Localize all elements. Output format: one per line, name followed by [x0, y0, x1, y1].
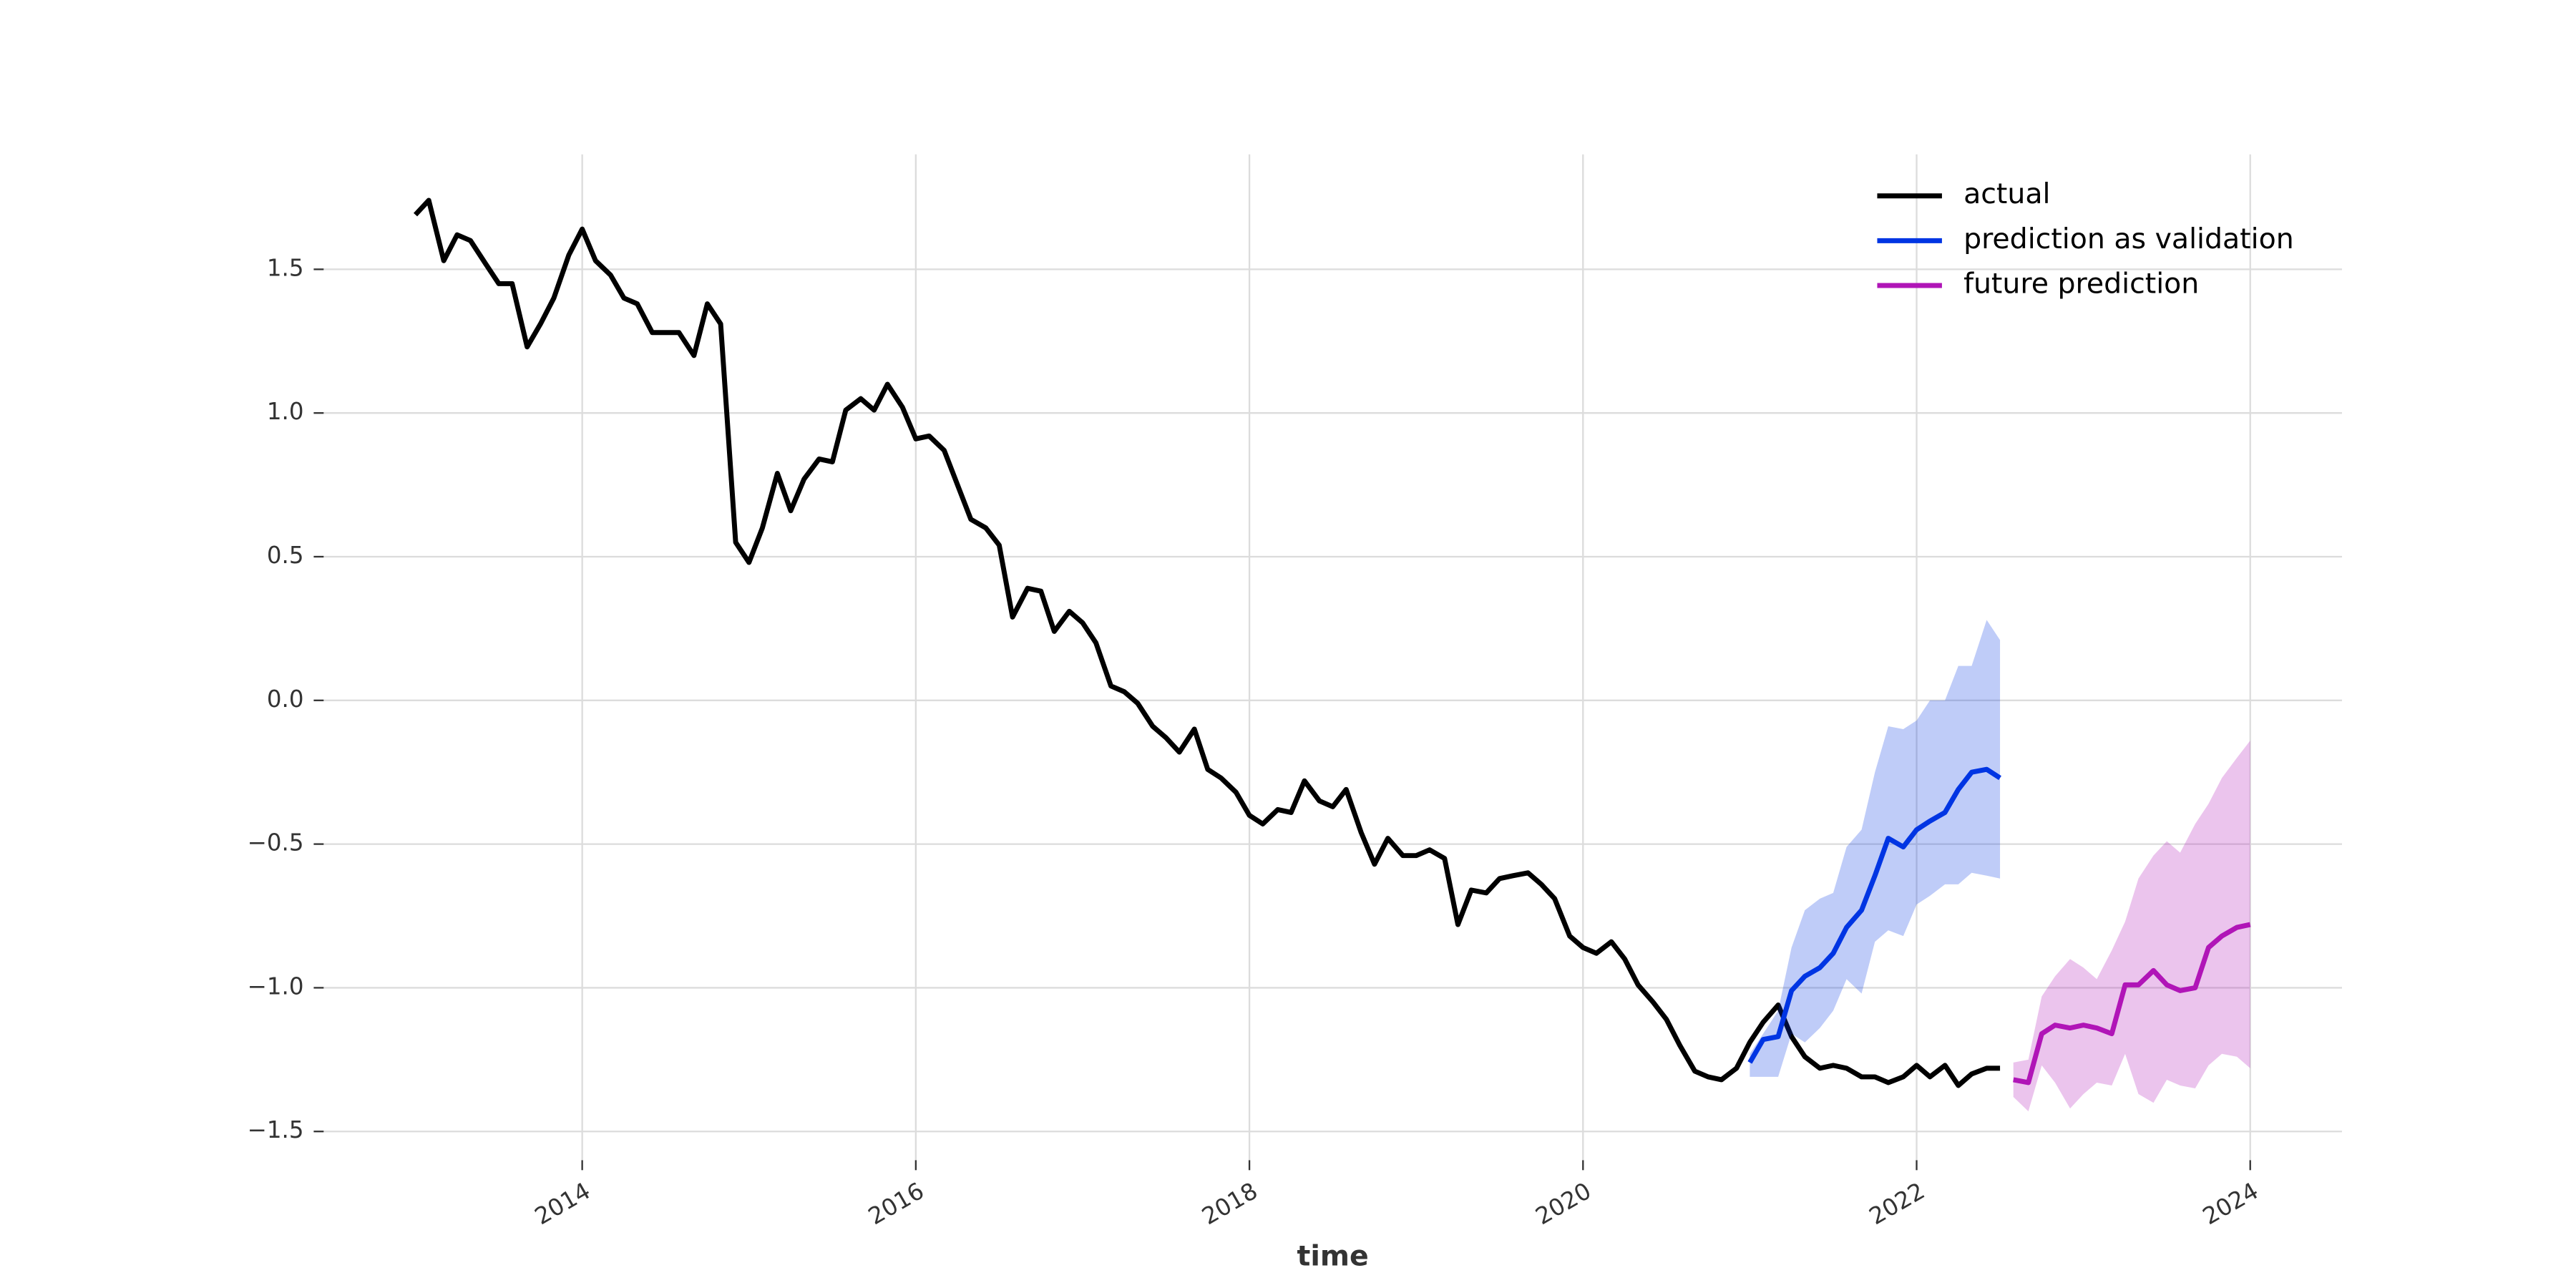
y-tick-label: −0.5: [248, 829, 304, 857]
y-tick-label: −1.0: [248, 972, 304, 1000]
confidence-band: [2013, 741, 2250, 1112]
legend-label: actual: [1963, 177, 2050, 210]
y-tick-label: 0.5: [267, 542, 304, 569]
series-line: [2013, 922, 2251, 1085]
legend-label: prediction as validation: [1963, 223, 2294, 255]
y-tick-label: 1.5: [267, 254, 304, 281]
y-tick-label: 1.0: [267, 398, 304, 425]
confidence-band: [1750, 620, 2001, 1077]
series-line: [413, 197, 2001, 1088]
y-tick-label: −1.5: [248, 1116, 304, 1143]
legend-label: future prediction: [1963, 267, 2199, 300]
series-line: [1747, 766, 2001, 1064]
y-tick-label: 0.0: [267, 686, 304, 713]
x-axis-label: time: [1297, 1240, 1369, 1273]
